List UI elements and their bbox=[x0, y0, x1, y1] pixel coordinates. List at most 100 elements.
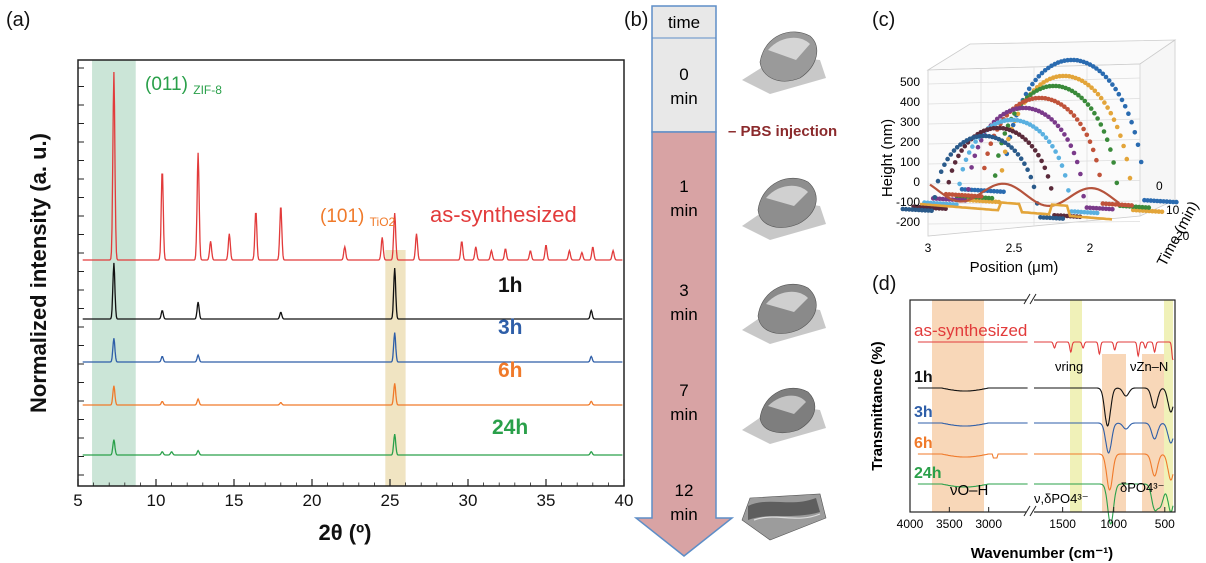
c-profile-point bbox=[1068, 109, 1074, 115]
panel-b-label: (b) bbox=[624, 9, 648, 31]
c-profile-point bbox=[1028, 92, 1033, 98]
c-profile-point bbox=[1081, 126, 1086, 132]
c-profile-point bbox=[960, 167, 966, 172]
ir-trace-6h-low bbox=[1034, 453, 1174, 491]
c-x-tick-label: 2.5 bbox=[1006, 241, 1023, 255]
c-profile-point bbox=[1042, 112, 1048, 117]
time-step-label: 1 min bbox=[670, 177, 697, 220]
c-y-tick-label: -100 bbox=[896, 195, 920, 209]
c-profile-point bbox=[1068, 143, 1074, 148]
ir-po4-bend-annotation: δPO4³⁻ bbox=[1120, 480, 1164, 495]
x-tick-label: 5 bbox=[73, 491, 82, 510]
c-profile-point bbox=[1126, 111, 1131, 116]
c-profile-point bbox=[1056, 155, 1062, 161]
c-profile-point bbox=[1062, 104, 1067, 109]
c-profile-point bbox=[1116, 91, 1122, 97]
c-profile-point bbox=[1132, 130, 1138, 135]
c-profile-point bbox=[1068, 57, 1074, 63]
c-profile-point bbox=[1094, 157, 1099, 163]
xrd-series-label: 1h bbox=[498, 274, 523, 297]
c-profile-point bbox=[1127, 175, 1133, 181]
c-profile-point bbox=[1108, 110, 1114, 116]
c-profile-point bbox=[1031, 184, 1037, 190]
ir-x-tick-label: 3500 bbox=[936, 517, 963, 531]
c-profile-point bbox=[1071, 113, 1077, 118]
ir-trace-1h-low bbox=[1034, 387, 1174, 427]
y-axis-label: Normalized intensity (a. u.) bbox=[26, 133, 51, 413]
tio2-highlight-band bbox=[385, 250, 406, 486]
c-profile-point bbox=[994, 125, 1000, 131]
axis-break bbox=[1023, 293, 1037, 517]
c-profile-point bbox=[1129, 203, 1134, 208]
c-y-tick-label: 0 bbox=[913, 175, 920, 189]
c-profile-point bbox=[1095, 91, 1101, 97]
ir-trace-1h-high bbox=[917, 387, 1028, 392]
panel-b-timeline: (b) time 0 min 1 min 3 min 7 min 12 min – PBS inj… bbox=[624, 5, 837, 557]
c-profile-point bbox=[994, 116, 1000, 122]
c-profile-point bbox=[1036, 152, 1041, 158]
po4-band-highlight-1 bbox=[1102, 354, 1126, 512]
c-profile-point bbox=[1040, 132, 1046, 137]
c-profile-point bbox=[1053, 149, 1058, 154]
c-profile-point bbox=[1084, 132, 1090, 138]
c-profile-point bbox=[956, 153, 961, 159]
c-profile-point bbox=[1050, 83, 1056, 89]
c-profile-point bbox=[1129, 119, 1134, 125]
c-profile-point bbox=[1124, 156, 1130, 162]
c-profile-point bbox=[1062, 132, 1067, 137]
c-profile-point bbox=[1094, 66, 1099, 71]
ir-series-label: 6h bbox=[914, 435, 933, 452]
ir-trace-as-synthesized-low bbox=[1034, 341, 1174, 361]
c-profile-point bbox=[988, 141, 994, 146]
ir-x-axis-label: Wavenumber (cm⁻¹) bbox=[971, 545, 1113, 562]
c-profile-point bbox=[980, 133, 986, 139]
c-profile-point bbox=[952, 160, 958, 165]
xrd-series-label: 3h bbox=[498, 316, 523, 339]
c-x-tick-label: 2 bbox=[1087, 241, 1094, 255]
c-profile-point bbox=[1098, 122, 1104, 127]
c-y-axis-label: Height (nm) bbox=[879, 119, 896, 197]
c-profile-point bbox=[1010, 122, 1016, 128]
xrd-series-label: 6h bbox=[498, 359, 523, 382]
c-profile-point bbox=[969, 165, 974, 170]
c-profile-point bbox=[989, 195, 995, 201]
c-profile-point bbox=[1023, 137, 1028, 142]
c-y-tick-label: -200 bbox=[896, 215, 920, 229]
c-profile-point bbox=[1046, 114, 1051, 120]
c-profile-point bbox=[1110, 82, 1115, 87]
c-profile-point bbox=[1045, 174, 1051, 179]
ir-x-tick-label: 3000 bbox=[975, 517, 1002, 531]
c-profile-point bbox=[1029, 144, 1035, 149]
c-profile-point bbox=[1034, 126, 1039, 131]
c-profile-point bbox=[1042, 68, 1048, 73]
panel-c-label: (c) bbox=[872, 9, 895, 31]
c-profile-point bbox=[949, 168, 955, 173]
c-y-tick-label: 300 bbox=[900, 115, 920, 129]
c-profile-point bbox=[1002, 140, 1008, 145]
c-z-tick-label: 20 bbox=[1176, 229, 1190, 243]
c-z-tick-label: 0 bbox=[1156, 179, 1163, 193]
ring-band-highlight bbox=[1070, 300, 1082, 512]
c-profile-point bbox=[1012, 148, 1018, 154]
x-axis-label: 2θ (º) bbox=[319, 520, 372, 545]
c-profile-point bbox=[1043, 135, 1049, 140]
c-profile-point bbox=[1006, 136, 1011, 142]
c-profile-point bbox=[1104, 137, 1110, 142]
c-profile-point bbox=[942, 162, 947, 167]
c-profile-point bbox=[948, 152, 954, 157]
c-profile-point bbox=[1103, 74, 1109, 80]
c-profile-point bbox=[998, 114, 1003, 119]
c-profile-point bbox=[1030, 124, 1036, 129]
xrd-trace-3h bbox=[82, 332, 623, 363]
plot-frame bbox=[77, 59, 625, 487]
c-profile-point bbox=[999, 168, 1005, 173]
c-profile-point bbox=[1060, 73, 1066, 79]
c-profile-point bbox=[1102, 100, 1107, 105]
c-profile-point bbox=[1074, 159, 1080, 165]
c-z-tick-label: 10 bbox=[1166, 203, 1180, 217]
xrd-series-label: 24h bbox=[492, 416, 528, 439]
c-profile-point bbox=[1085, 102, 1091, 107]
ir-x-tick-label: 1500 bbox=[1049, 517, 1076, 531]
c-profile-point bbox=[1022, 161, 1027, 166]
x-tick-label: 10 bbox=[147, 491, 166, 510]
